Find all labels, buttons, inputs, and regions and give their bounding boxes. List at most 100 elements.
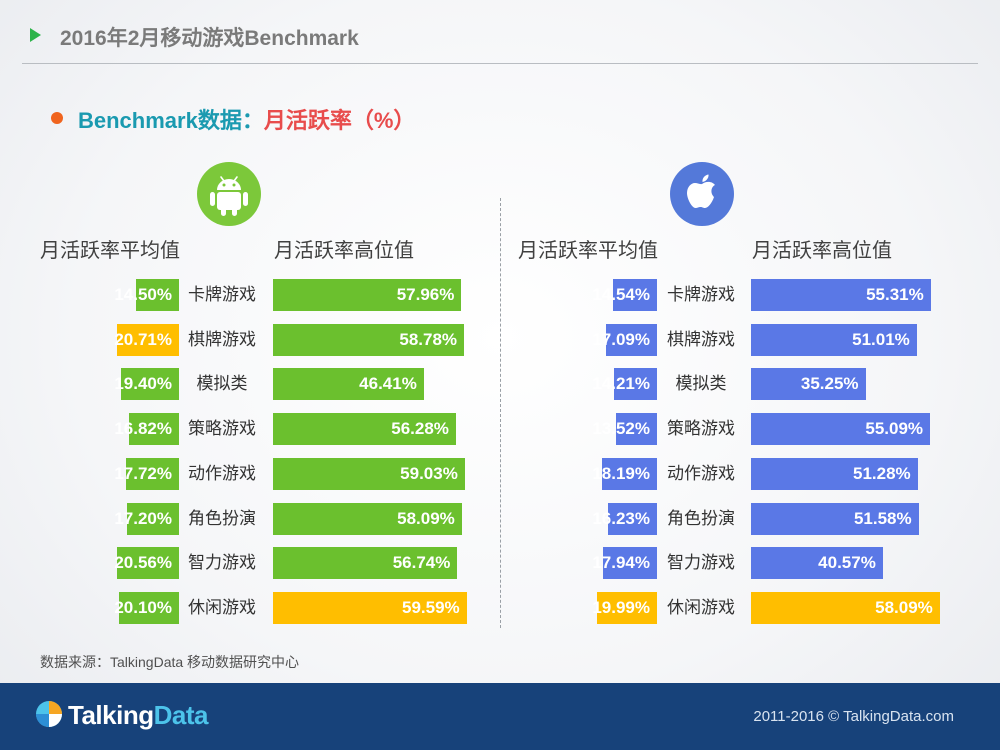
- android-average-bar: 20.10%: [114, 591, 179, 624]
- android-category-label: 棋牌游戏: [188, 329, 256, 349]
- ios-category-label: 卡牌游戏: [667, 285, 735, 304]
- android-high-bar: 59.59%: [273, 591, 467, 624]
- android-high-value-label: 46.41%: [359, 374, 417, 394]
- android-high-value-label: 59.59%: [401, 597, 460, 617]
- ios-high-value-label: 35.25%: [800, 374, 859, 394]
- android-high-value-label: 58.09%: [397, 508, 455, 528]
- ios-average-bar: 13.52%: [592, 413, 657, 446]
- android-average-value-label: 20.56%: [114, 553, 172, 573]
- android-average-bar: 17.72%: [114, 457, 179, 490]
- android-high-heading: 月活跃率高位值: [274, 240, 414, 262]
- android-category-label: 休闲游戏: [188, 597, 256, 617]
- ios-high-bar: 35.25%: [751, 368, 866, 401]
- play-arrow-icon: [30, 28, 41, 42]
- ios-average-value-label: 16.23%: [592, 508, 650, 528]
- ios-category-label: 智力游戏: [667, 553, 735, 573]
- ios-average-bar: 17.94%: [592, 547, 657, 580]
- ios-average-value-label: 14.21%: [592, 374, 650, 394]
- ios-average-value-label: 13.52%: [592, 419, 650, 439]
- footer-copyright: 2011-2016 © TalkingData.com: [753, 708, 954, 725]
- ios-average-bar: 16.23%: [592, 502, 657, 535]
- header-divider: [22, 63, 978, 64]
- ios-high-bar: 58.09%: [751, 591, 940, 624]
- android-icon: [197, 162, 261, 226]
- ios-average-bar: 14.21%: [592, 368, 657, 401]
- ios-high-bar: 51.28%: [751, 457, 918, 490]
- ios-category-label: 动作游戏: [667, 463, 735, 483]
- android-average-value-label: 17.20%: [114, 508, 172, 528]
- android-category-label: 模拟类: [196, 374, 248, 394]
- android-high-bar: 58.78%: [273, 323, 465, 356]
- ios-category-label: 休闲游戏: [667, 597, 735, 617]
- footer: TalkingData 2011-2016 © TalkingData.com: [0, 683, 1000, 750]
- platform-divider: [500, 198, 501, 628]
- subtitle-benchmark: Benchmark数据：: [78, 108, 264, 133]
- ios-category-label: 棋牌游戏: [667, 329, 735, 349]
- android-high-value-label: 57.96%: [396, 285, 455, 304]
- android-category-label: 策略游戏: [188, 419, 256, 439]
- ios-high-value-label: 51.58%: [853, 508, 912, 528]
- android-average-bar: 16.82%: [114, 413, 179, 446]
- ios-high-bar: 51.01%: [751, 323, 917, 356]
- android-category-label: 智力游戏: [188, 553, 256, 573]
- android-category-label: 动作游戏: [188, 463, 256, 483]
- android-high-bar: 57.96%: [273, 279, 462, 311]
- android-high-bar: 56.28%: [273, 413, 456, 446]
- ios-average-bar: 18.19%: [592, 457, 657, 490]
- ios-average-value-label: 14.54%: [592, 285, 650, 304]
- slide-header: 2016年2月移动游戏Benchmark: [0, 0, 1000, 64]
- ios-high-value-label: 55.09%: [865, 419, 924, 439]
- bullet-dot-icon: [51, 112, 63, 124]
- ios-high-value-label: 51.01%: [852, 329, 910, 349]
- talkingdata-logo: TalkingData: [68, 700, 208, 731]
- android-average-value-label: 14.50%: [114, 285, 172, 304]
- android-average-bar: 20.56%: [114, 547, 179, 580]
- subtitle-metric: 月活跃率（%）: [263, 108, 416, 133]
- android-high-value-label: 59.03%: [400, 463, 458, 483]
- ios-average-bar: 14.54%: [592, 279, 657, 311]
- ios-category-label: 模拟类: [675, 374, 727, 394]
- ios-average-value-label: 18.19%: [592, 463, 650, 483]
- android-category-label: 角色扮演: [188, 508, 256, 528]
- android-high-value-label: 58.78%: [399, 329, 458, 349]
- ios-high-value-label: 51.28%: [852, 463, 911, 483]
- apple-icon: [670, 162, 734, 226]
- android-high-bar: 59.03%: [273, 457, 465, 490]
- ios-high-value-label: 58.09%: [875, 597, 933, 617]
- android-high-bar: 56.74%: [273, 547, 458, 580]
- android-average-bar: 20.71%: [114, 323, 179, 356]
- android-average-value-label: 20.10%: [114, 597, 172, 617]
- ios-average-bar: 19.99%: [592, 591, 657, 624]
- ios-high-value-label: 55.31%: [866, 285, 924, 304]
- ios-high-bar: 40.57%: [751, 547, 883, 580]
- android-average-bar: 19.40%: [114, 368, 179, 401]
- source-note: 数据来源：TalkingData 移动数据研究中心: [40, 654, 300, 670]
- ios-category-label: 策略游戏: [667, 419, 735, 439]
- talkingdata-logo-icon: [36, 701, 62, 727]
- ios-category-label: 角色扮演: [667, 508, 735, 528]
- ios-average-value-label: 17.09%: [592, 329, 650, 349]
- android-average-bar: 17.20%: [114, 502, 179, 535]
- android-high-bar: 58.09%: [273, 502, 462, 535]
- android-high-bar: 46.41%: [273, 368, 424, 401]
- ios-high-heading: 月活跃率高位值: [752, 240, 892, 262]
- ios-high-bar: 55.31%: [751, 279, 931, 311]
- ios-high-value-label: 40.57%: [818, 553, 876, 573]
- ios-average-bar: 17.09%: [592, 323, 657, 356]
- android-average-value-label: 19.40%: [114, 374, 172, 394]
- logo-text-talking: Talking: [68, 700, 154, 730]
- ios-average-value-label: 19.99%: [592, 597, 650, 617]
- android-high-value-label: 56.74%: [392, 553, 451, 573]
- logo-text-data: Data: [153, 700, 209, 730]
- android-average-value-label: 17.72%: [114, 463, 172, 483]
- ios-high-bar: 55.09%: [751, 413, 931, 446]
- android-category-label: 卡牌游戏: [188, 285, 256, 304]
- android-high-value-label: 56.28%: [391, 419, 449, 439]
- ios-high-bar: 51.58%: [751, 502, 919, 535]
- android-average-heading: 月活跃率平均值: [40, 240, 180, 262]
- android-average-bar: 14.50%: [114, 279, 179, 311]
- ios-average-value-label: 17.94%: [592, 553, 650, 573]
- android-average-value-label: 16.82%: [114, 419, 172, 439]
- android-average-value-label: 20.71%: [114, 329, 172, 349]
- chart-subtitle: Benchmark数据：月活跃率（%）: [78, 103, 415, 135]
